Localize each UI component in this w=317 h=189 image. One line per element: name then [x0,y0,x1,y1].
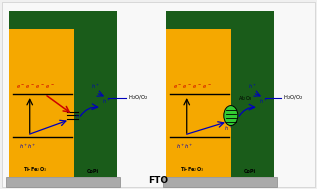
Bar [166,29,231,177]
Text: $h^+$: $h^+$ [248,82,256,91]
Text: CoPi: CoPi [87,169,99,174]
Text: Ti-Fe$_2$O$_3$: Ti-Fe$_2$O$_3$ [23,165,47,174]
Text: FTO: FTO [148,176,168,185]
Text: H$_2$O/O$_2$: H$_2$O/O$_2$ [128,93,148,102]
Bar [166,11,274,177]
Text: H$_2$O/O$_2$: H$_2$O/O$_2$ [283,93,303,102]
Text: Al$_2$O$_3$: Al$_2$O$_3$ [238,94,253,103]
Ellipse shape [224,106,238,125]
Text: Ti-Fe$_2$O$_3$: Ti-Fe$_2$O$_3$ [180,165,204,174]
Text: $h^+$: $h^+$ [224,125,233,133]
Text: $h^+$: $h^+$ [102,97,110,106]
Bar [163,177,277,187]
Text: CoPi: CoPi [244,169,256,174]
Bar [9,11,117,177]
Text: $h^+$$h^+$: $h^+$$h^+$ [19,142,36,151]
Text: $e^-$ $e^-$ $e^-$ $e^-$: $e^-$ $e^-$ $e^-$ $e^-$ [172,83,211,91]
Text: $h^+$: $h^+$ [75,112,83,121]
Bar [6,177,120,187]
Text: $h^+$: $h^+$ [259,97,268,106]
Text: $e^-$ $e^-$ $e^-$ $e^-$: $e^-$ $e^-$ $e^-$ $e^-$ [16,83,54,91]
Bar [9,29,74,177]
Text: $h^+$: $h^+$ [91,82,100,91]
Text: $h^+$$h^+$: $h^+$$h^+$ [176,142,194,151]
